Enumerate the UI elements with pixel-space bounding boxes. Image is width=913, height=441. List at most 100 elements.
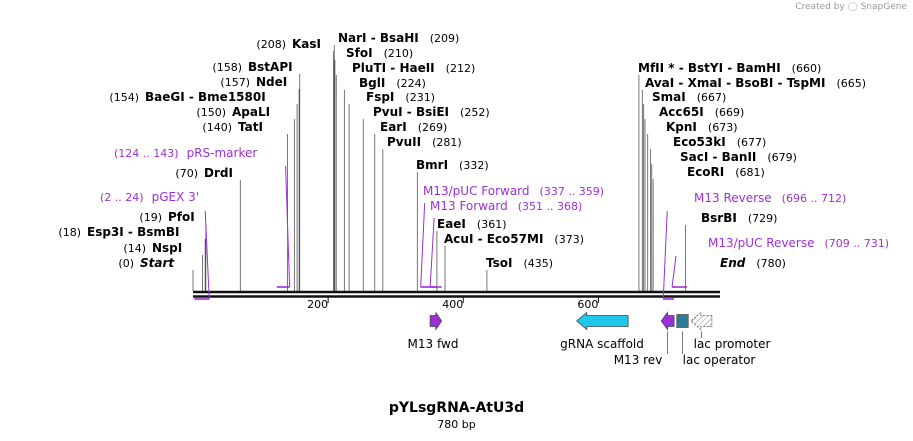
enzyme-position-pfoi: (19) xyxy=(139,211,162,224)
enzyme-position-nspi: (14) xyxy=(123,242,146,255)
feature-label-grna-scaffold: gRNA scaffold xyxy=(560,337,644,351)
enzyme-mfii-bstyi-bamhi: MfII * - BstYI - BamHI xyxy=(638,61,781,75)
enzyme-position-pluti-haeii: (212) xyxy=(446,62,476,75)
enzyme-position-eco53ki: (677) xyxy=(737,136,767,149)
primer-leader-m13-forward xyxy=(429,217,435,288)
enzyme-eari: EarI xyxy=(380,120,407,134)
enzyme-nari-bsahi: NarI - BsaHI xyxy=(338,31,419,45)
enzyme-position-ecori: (681) xyxy=(735,166,765,179)
snapgene-logo-icon: ◯ xyxy=(847,2,858,12)
enzyme-position-bgli: (224) xyxy=(396,77,426,90)
enzyme-bmri: BmrI xyxy=(416,158,448,172)
enzyme-pfoi: PfoI xyxy=(168,210,195,224)
primer-annotations: (2 .. 24) pGEX 3' (124 .. 143) pRS-marker (3… xyxy=(100,146,890,300)
enzyme-acc65i: Acc65I xyxy=(659,105,704,119)
enzyme-position-bstapi: (158) xyxy=(212,61,242,74)
enzyme-bstapi: BstAPI xyxy=(248,60,293,74)
credit-brand: SnapGene xyxy=(860,2,907,12)
enzyme-drdi: DrdI xyxy=(204,166,233,180)
primer-name-m13-reverse: M13 Reverse xyxy=(694,191,772,205)
enzyme-apali: ApaLI xyxy=(232,105,270,119)
enzyme-end: End xyxy=(720,256,746,270)
enzyme-position-baegi-bme1580i: (154) xyxy=(109,91,139,104)
enzyme-pvuii: PvuII xyxy=(387,135,421,149)
enzyme-position-nari-bsahi: (209) xyxy=(430,32,460,45)
feature-label-m13-rev: M13 rev xyxy=(614,353,663,367)
enzyme-position-tati: (140) xyxy=(202,121,232,134)
enzyme-ecori: EcoRI xyxy=(687,165,724,179)
enzyme-position-smai: (667) xyxy=(697,91,727,104)
enzyme-ndei: NdeI xyxy=(256,75,287,89)
feature-label-lac-operator: lac operator xyxy=(683,353,756,367)
enzyme-pluti-haeii: PluTI - HaeII xyxy=(352,61,435,75)
enzyme-eaei: EaeI xyxy=(437,217,466,231)
enzyme-position-bsrbi: (729) xyxy=(748,212,778,225)
tick-label-600: 600 xyxy=(577,298,598,311)
enzyme-bgli: BglI xyxy=(359,76,385,90)
snapgene-credit: Created by ◯ SnapGene xyxy=(795,2,907,12)
scale-ticks: 200 400 600 xyxy=(307,297,599,311)
enzyme-leader-lines xyxy=(192,45,686,291)
enzyme-start: Start xyxy=(140,256,175,270)
enzyme-position-start: (0) xyxy=(118,257,134,270)
enzyme-position-apali: (150) xyxy=(196,106,226,119)
feature-m13-fwd xyxy=(429,311,443,331)
primer-range-m13-puc-forward: (337 .. 359) xyxy=(540,185,605,198)
enzyme-position-avai-xmai-bsobi-tspmi: (665) xyxy=(836,77,866,90)
enzyme-position-kpni: (673) xyxy=(708,121,738,134)
enzyme-position-esp3i-bsmbi: (18) xyxy=(58,226,81,239)
enzyme-position-acc65i: (669) xyxy=(715,106,745,119)
enzyme-position-eaei: (361) xyxy=(477,218,507,231)
enzyme-position-ndei: (157) xyxy=(220,76,250,89)
enzyme-labels: Start (0) NspI (14) Esp3I - BsmBI (18) PfoI (19… xyxy=(58,31,866,270)
enzyme-position-acui-eco57mi: (373) xyxy=(554,233,584,246)
enzyme-position-saci-banii: (679) xyxy=(767,151,797,164)
primer-range-m13-forward: (351 .. 368) xyxy=(518,200,583,213)
enzyme-esp3i-bsmbi: Esp3I - BsmBI xyxy=(87,225,179,239)
credit-prefix: Created by xyxy=(795,2,845,12)
feature-grna-scaffold xyxy=(576,311,629,331)
enzyme-position-tsoi: (435) xyxy=(523,257,553,270)
primer-name-m13-puc-reverse: M13/pUC Reverse xyxy=(708,236,815,250)
enzyme-position-fspi: (231) xyxy=(405,91,435,104)
enzyme-position-eari: (269) xyxy=(418,121,448,134)
feature-label-lac-promoter: lac promoter xyxy=(694,337,771,351)
enzyme-tati: TatI xyxy=(238,120,263,134)
feature-lac-promoter xyxy=(690,311,713,331)
enzyme-eco53ki: Eco53kI xyxy=(673,135,726,149)
enzyme-position-drdi: (70) xyxy=(175,167,198,180)
enzyme-position-bmri: (332) xyxy=(459,159,489,172)
enzyme-kpni: KpnI xyxy=(666,120,697,134)
construct-title: pYLsgRNA-AtU3d xyxy=(388,400,525,416)
feature-m13-rev xyxy=(660,311,675,331)
enzyme-fspi: FspI xyxy=(366,90,394,104)
primer-leader-m13-puc-reverse xyxy=(671,255,677,288)
enzyme-position-pvui-bsiei: (252) xyxy=(460,106,490,119)
enzyme-avai-xmai-bsobi-tspmi: AvaI - XmaI - BsoBI - TspMI xyxy=(645,76,825,90)
feature-track: M13 fwd gRNA scaffold M13 rev lac operator l… xyxy=(408,311,771,367)
primer-leader-m13-puc-forward xyxy=(420,202,426,288)
tick-label-400: 400 xyxy=(442,298,463,311)
construct-length: 780 bp xyxy=(437,418,476,431)
primer-leader-prs-marker xyxy=(285,165,291,288)
primer-range-m13-reverse: (696 .. 712) xyxy=(782,192,847,205)
feature-label-m13-fwd: M13 fwd xyxy=(408,337,459,351)
primer-range-pgex-3: (2 .. 24) xyxy=(100,191,144,204)
enzyme-position-kasi: (208) xyxy=(256,38,286,51)
primer-range-prs-marker: (124 .. 143) xyxy=(114,147,179,160)
enzyme-pvui-bsiei: PvuI - BsiEI xyxy=(373,105,449,119)
enzyme-kasi: KasI xyxy=(292,37,321,51)
enzyme-acui-eco57mi: AcuI - Eco57MI xyxy=(444,232,543,246)
enzyme-bsrbi: BsrBI xyxy=(701,211,737,225)
enzyme-tsoi: TsoI xyxy=(486,256,512,270)
primer-name-prs-marker: pRS-marker xyxy=(187,146,258,160)
primer-range-m13-puc-reverse: (709 .. 731) xyxy=(825,237,890,250)
tick-label-200: 200 xyxy=(307,298,328,311)
enzyme-position-pvuii: (281) xyxy=(432,136,462,149)
primer-name-pgex-3: pGEX 3' xyxy=(152,190,199,204)
primer-leader-m13-reverse xyxy=(662,210,668,300)
enzyme-sfoi: SfoI xyxy=(346,46,373,60)
primer-name-m13-forward: M13 Forward xyxy=(430,199,508,213)
enzyme-nspi: NspI xyxy=(152,241,182,255)
